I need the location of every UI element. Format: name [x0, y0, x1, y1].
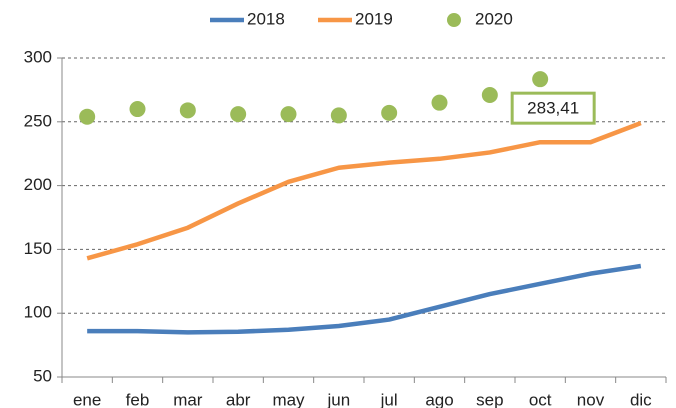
x-tick-label: abr	[226, 390, 251, 408]
x-tick-label: jun	[326, 390, 350, 408]
legend-label: 2020	[475, 9, 513, 28]
x-tick-label: dic	[630, 390, 652, 408]
y-tick-label: 100	[24, 303, 52, 322]
series-dot	[280, 106, 297, 123]
x-tick-label: sep	[476, 390, 503, 408]
series-dot	[330, 107, 347, 124]
series-dot	[79, 108, 96, 125]
legend-dot	[447, 13, 461, 27]
series-line	[86, 120, 642, 261]
x-tick-label: ene	[73, 390, 101, 408]
x-tick-label: ago	[425, 390, 453, 408]
x-tick-label: may	[272, 390, 305, 408]
y-tick-label: 200	[24, 175, 52, 194]
series-dot	[481, 87, 498, 104]
series-line	[87, 263, 642, 335]
y-tick-label: 300	[24, 47, 52, 66]
series-dot	[179, 102, 196, 119]
series-dot	[431, 94, 448, 111]
x-tick-label: jul	[380, 390, 398, 408]
x-tick-label: oct	[529, 390, 552, 408]
y-tick-label: 150	[24, 239, 52, 258]
legend-label: 2019	[355, 9, 393, 28]
x-tick-label: nov	[577, 390, 605, 408]
x-tick-label: mar	[173, 390, 203, 408]
y-tick-label: 250	[24, 111, 52, 130]
data-label-box	[510, 91, 596, 125]
series-dot	[230, 106, 247, 123]
data-label: 283,41	[527, 99, 579, 118]
x-tick-label: feb	[126, 390, 150, 408]
series-dot	[532, 71, 549, 88]
series-dot	[381, 104, 398, 121]
series-dot	[129, 101, 146, 118]
y-tick-label: 50	[33, 366, 52, 385]
legend-label: 2018	[247, 9, 285, 28]
